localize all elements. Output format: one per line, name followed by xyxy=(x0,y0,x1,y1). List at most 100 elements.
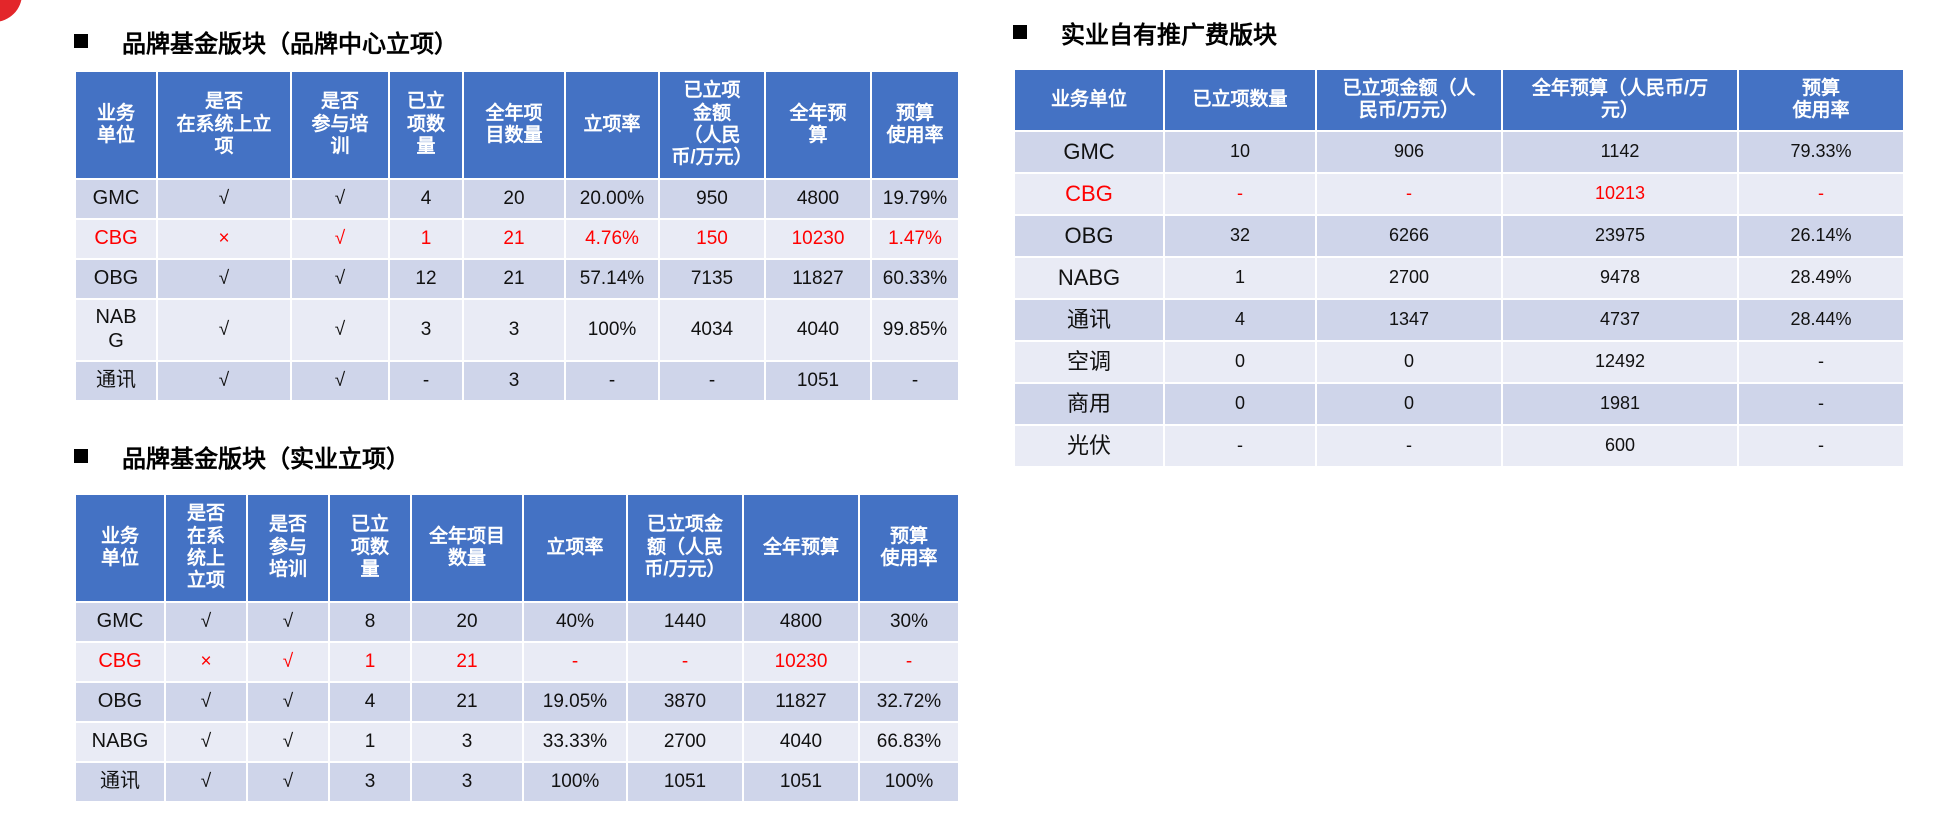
table-cell: 7135 xyxy=(658,258,766,300)
table-cell: 1142 xyxy=(1501,130,1739,174)
table-row: CBG × √ 1 21 4.76% 150 10230 1.47% xyxy=(74,218,960,260)
column-header: 预算 使用率 xyxy=(870,70,960,180)
table-row: CBG - -10213- xyxy=(1013,172,1905,216)
table-row: CBG × √ 1 21- -10230- xyxy=(74,641,960,683)
table-cell: 9478 xyxy=(1501,256,1739,300)
table-cell: √ xyxy=(164,681,248,723)
column-header: 已立项金额（人民币/万元） xyxy=(658,70,766,180)
business-unit-cell: 通讯 xyxy=(74,761,166,803)
business-unit-cell: CBG xyxy=(74,641,166,683)
business-unit-cell: OBG xyxy=(74,681,166,723)
table-cell: √ xyxy=(246,681,330,723)
table-cell: 100% xyxy=(522,761,628,803)
table-cell: 1 xyxy=(388,218,464,260)
table-cell: 3 xyxy=(462,298,566,362)
table-cell: 4040 xyxy=(764,298,872,362)
table-cell: 3870 xyxy=(626,681,744,723)
table-row: 通讯 4 1347 4737 28.44% xyxy=(1013,298,1905,342)
industry-promo-table: 业务单位 已立项数量 已立项金额（人 民币/万元） 全年预算（人民币/万 元） 预算 使用率 … xyxy=(1013,68,1905,468)
table-cell: 2700 xyxy=(626,721,744,763)
table-cell: 30% xyxy=(858,601,960,643)
table-row: NABG √ √ 1 3 33.33% 2700 4040 66.83% xyxy=(74,721,960,763)
business-unit-cell: CBG xyxy=(1013,172,1165,216)
table-cell: 1440 xyxy=(626,601,744,643)
column-header: 已立项金额（人民币/万元） xyxy=(626,493,744,603)
table-cell: 950 xyxy=(658,178,766,220)
table-cell: 10213 xyxy=(1501,172,1739,216)
table-cell: - xyxy=(388,360,464,402)
table-cell: 4 xyxy=(388,178,464,220)
table-cell: 1051 xyxy=(742,761,860,803)
column-header: 是否在系统上立项 xyxy=(164,493,248,603)
table-cell: 10230 xyxy=(764,218,872,260)
table-cell: 60.33% xyxy=(870,258,960,300)
table-row: OBG 32 6266 23975 26.14% xyxy=(1013,214,1905,258)
column-header: 已立项数量 xyxy=(388,70,464,180)
table-cell: - xyxy=(1737,424,1905,468)
table-cell: 100% xyxy=(564,298,660,362)
table-cell: 10 xyxy=(1163,130,1317,174)
table-cell: - xyxy=(1737,382,1905,426)
table-cell: 3 xyxy=(462,360,566,402)
table-cell: - xyxy=(522,641,628,683)
table-cell: 4800 xyxy=(764,178,872,220)
business-unit-cell: NABG xyxy=(74,721,166,763)
table-cell: √ xyxy=(246,641,330,683)
table-cell: 1 xyxy=(328,721,412,763)
table-cell: - xyxy=(626,641,744,683)
business-unit-cell: 通讯 xyxy=(74,360,158,402)
column-header: 业务单位 xyxy=(74,493,166,603)
table-cell: 0 xyxy=(1163,340,1317,384)
table-cell: - xyxy=(870,360,960,402)
square-bullet-icon xyxy=(74,34,88,48)
table-cell: 1 xyxy=(328,641,412,683)
table-cell: 40% xyxy=(522,601,628,643)
table-cell: 32 xyxy=(1163,214,1317,258)
column-header: 全年预算 xyxy=(764,70,872,180)
table-cell: - xyxy=(1315,172,1503,216)
corner-decoration xyxy=(0,0,22,22)
table-cell: 4 xyxy=(1163,298,1317,342)
business-unit-cell: GMC xyxy=(1013,130,1165,174)
table-cell: 0 xyxy=(1315,340,1503,384)
column-header: 预算 使用率 xyxy=(1737,68,1905,132)
section-title-text: 品牌基金版块（品牌中心立项） xyxy=(122,30,458,58)
square-bullet-icon xyxy=(74,449,88,463)
table-row: OBG √ √ 4 21 19.05% 3870 11827 32.72% xyxy=(74,681,960,723)
table-cell: 57.14% xyxy=(564,258,660,300)
table-cell: √ xyxy=(156,258,292,300)
table-cell: 3 xyxy=(388,298,464,362)
table-cell: 150 xyxy=(658,218,766,260)
table-cell: 2700 xyxy=(1315,256,1503,300)
section-title: 品牌基金版块（品牌中心立项） xyxy=(74,26,960,58)
table-cell: 20.00% xyxy=(564,178,660,220)
column-header: 全年预算 xyxy=(742,493,860,603)
square-bullet-icon xyxy=(1013,25,1027,39)
table-cell: 3 xyxy=(328,761,412,803)
business-unit-cell: OBG xyxy=(74,258,158,300)
table-cell: 28.44% xyxy=(1737,298,1905,342)
section-industry-project: 品牌基金版块（实业立项） 业务 单位 是否 在系 统上 立项 是否 参与 培训 已立 项数量全年项目… xyxy=(74,441,960,803)
table-cell: √ xyxy=(164,721,248,763)
table-cell: 6266 xyxy=(1315,214,1503,258)
business-unit-cell: 通讯 xyxy=(1013,298,1165,342)
industry-project-table: 业务 单位 是否 在系 统上 立项 是否 参与 培训 已立 项数量全年项目 数量 立项率 已立项金 额（人民… xyxy=(74,493,960,803)
table-cell: √ xyxy=(246,721,330,763)
table-cell: 3 xyxy=(410,761,524,803)
table-cell: - xyxy=(1315,424,1503,468)
table-cell: - xyxy=(564,360,660,402)
section-brand-center: 品牌基金版块（品牌中心立项） 业务 单位 是否 在系统上立项是否 参与培训已立 项数量全年… xyxy=(74,26,960,402)
table-cell: 21 xyxy=(462,258,566,300)
column-header: 全年预算（人民币/万 元） xyxy=(1501,68,1739,132)
table-cell: 4040 xyxy=(742,721,860,763)
table-cell: - xyxy=(658,360,766,402)
table-cell: √ xyxy=(290,360,390,402)
table-cell: √ xyxy=(164,761,248,803)
table-cell: 1347 xyxy=(1315,298,1503,342)
column-header: 已立项金额（人民币/万元） xyxy=(1315,68,1503,132)
table-cell: 21 xyxy=(462,218,566,260)
table-row: OBG √ √ 12 21 57.14% 7135 11827 60.33% xyxy=(74,258,960,300)
table-cell: 26.14% xyxy=(1737,214,1905,258)
column-header: 全年项目数量 xyxy=(462,70,566,180)
